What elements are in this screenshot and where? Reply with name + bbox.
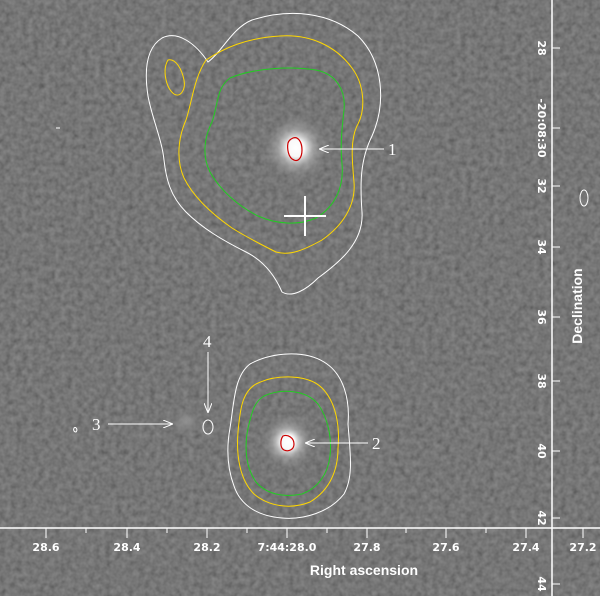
y-tick-label: 32 xyxy=(535,178,548,193)
contour-core-2 xyxy=(280,434,295,452)
contour-edge-left xyxy=(73,427,78,433)
y-ticks xyxy=(552,47,560,585)
source-1-glow xyxy=(262,114,330,182)
x-tick-label: 28.6 xyxy=(32,541,59,554)
contour-edge-right xyxy=(579,189,589,207)
x-tick-label: 7:44:28.0 xyxy=(258,541,317,554)
y-tick-label: 38 xyxy=(535,373,548,388)
contour-core-1 xyxy=(287,137,303,162)
source-4-annotation: 4 xyxy=(203,332,212,412)
x-ticks xyxy=(45,528,584,538)
x-tick-label: 28.2 xyxy=(193,541,220,554)
y-tick-label: 36 xyxy=(535,309,548,325)
x-tick-label: 27.6 xyxy=(432,541,459,554)
y-tick-label: 28 xyxy=(535,40,548,55)
x-tick-label: 27.8 xyxy=(353,541,380,554)
contour-source-4 xyxy=(202,419,214,435)
x-tick-label: 27.4 xyxy=(512,541,539,554)
contour-third-2 xyxy=(245,390,331,496)
contour-third-1 xyxy=(204,67,345,224)
x-axis-title: Right ascension xyxy=(310,562,418,578)
source-2-annotation: 2 xyxy=(306,434,381,453)
contour-second-1 xyxy=(178,35,364,254)
y-tick-label: -20:08:30 xyxy=(535,98,548,158)
source-1-annotation: 1 xyxy=(320,140,397,159)
y-axis-title: Declination xyxy=(569,268,585,343)
source-2-label: 2 xyxy=(372,434,381,453)
x-tick-label: 27.2 xyxy=(569,541,596,554)
source-2-glow xyxy=(260,414,316,470)
contour-second-2 xyxy=(237,376,339,507)
contour-outer-1 xyxy=(145,12,382,295)
source-3-label: 3 xyxy=(92,415,101,434)
y-tick-label: 42 xyxy=(535,510,548,525)
contour-outer-2 xyxy=(227,353,351,519)
y-tick-label: 44 xyxy=(535,576,548,592)
source-3-glow xyxy=(168,406,204,438)
source-1-label: 1 xyxy=(388,140,397,159)
cross-marker xyxy=(284,196,326,236)
x-tick-label: 28.4 xyxy=(113,541,140,554)
source-3-annotation: 3 xyxy=(92,415,172,434)
y-tick-label: 34 xyxy=(535,239,548,255)
source-4-label: 4 xyxy=(203,332,212,351)
y-tick-label: 40 xyxy=(535,443,548,459)
contour-second-1b xyxy=(164,59,185,96)
